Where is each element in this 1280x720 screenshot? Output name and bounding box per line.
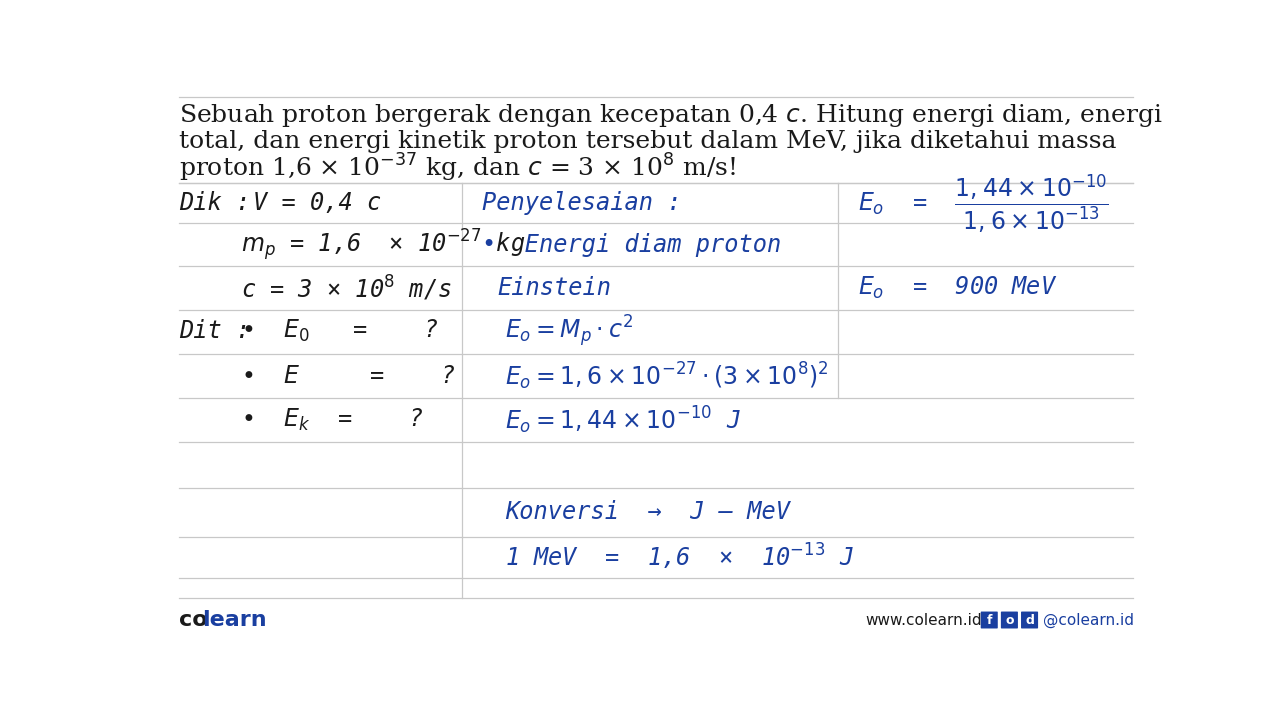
Text: total, dan energi kinetik proton tersebut dalam MeV, jika diketahui massa: total, dan energi kinetik proton tersebu… [179,130,1117,153]
Text: proton 1,6 × 10$^{-37}$ kg, dan $c$ = 3 × 10$^{8}$ m/s!: proton 1,6 × 10$^{-37}$ kg, dan $c$ = 3 … [179,152,736,184]
Text: $E_o = 1,6 \times 10^{-27} \cdot (3 \times 10^8)^2$: $E_o = 1,6 \times 10^{-27} \cdot (3 \tim… [504,360,828,392]
Text: •  $E$     =    ?: • $E$ = ? [242,364,456,388]
Text: •  $E_0$   =    ?: • $E_0$ = ? [242,318,439,344]
Text: Dit :: Dit : [179,319,251,343]
Text: •  Energi diam proton: • Energi diam proton [481,233,781,257]
FancyBboxPatch shape [1001,611,1018,629]
Text: www.colearn.id: www.colearn.id [865,613,982,628]
FancyBboxPatch shape [1021,611,1038,629]
Text: learn: learn [202,610,268,630]
Text: $E_o$  =  900 MeV: $E_o$ = 900 MeV [858,275,1057,301]
Text: $E_o = 1,44 \times 10^{-10}$ J: $E_o = 1,44 \times 10^{-10}$ J [504,404,741,436]
Text: co: co [179,610,216,630]
Text: Einstein: Einstein [497,276,611,300]
Text: •  $E_k$  =    ?: • $E_k$ = ? [242,407,424,433]
Text: Konversi  →  J – MeV: Konversi → J – MeV [504,500,790,524]
FancyBboxPatch shape [980,611,998,629]
Text: V = 0,4 c: V = 0,4 c [253,192,381,215]
Text: Sebuah proton bergerak dengan kecepatan 0,4 $c$. Hitung energi diam, energi: Sebuah proton bergerak dengan kecepatan … [179,102,1164,129]
Text: 1 MeV  =  1,6  ×  10$^{-13}$ J: 1 MeV = 1,6 × 10$^{-13}$ J [504,541,854,572]
Text: $E_o = M_p \cdot c^2$: $E_o = M_p \cdot c^2$ [504,313,632,349]
Text: @colearn.id: @colearn.id [1043,613,1134,628]
Text: o: o [1005,613,1014,626]
Text: Dik :: Dik : [179,192,251,215]
Text: $m_p$ = 1,6  × 10$^{-27}$ kg: $m_p$ = 1,6 × 10$^{-27}$ kg [242,227,526,263]
Text: c = 3 × 10$^{8}$ m/s: c = 3 × 10$^{8}$ m/s [242,274,452,302]
Text: d: d [1025,613,1034,626]
Text: f: f [987,613,992,626]
Text: Penyelesaian :: Penyelesaian : [481,192,681,215]
Text: $E_o$  =  $\dfrac{1,44 \times 10^{-10}}{1,6 \times 10^{-13}}$: $E_o$ = $\dfrac{1,44 \times 10^{-10}}{1,… [858,172,1108,235]
